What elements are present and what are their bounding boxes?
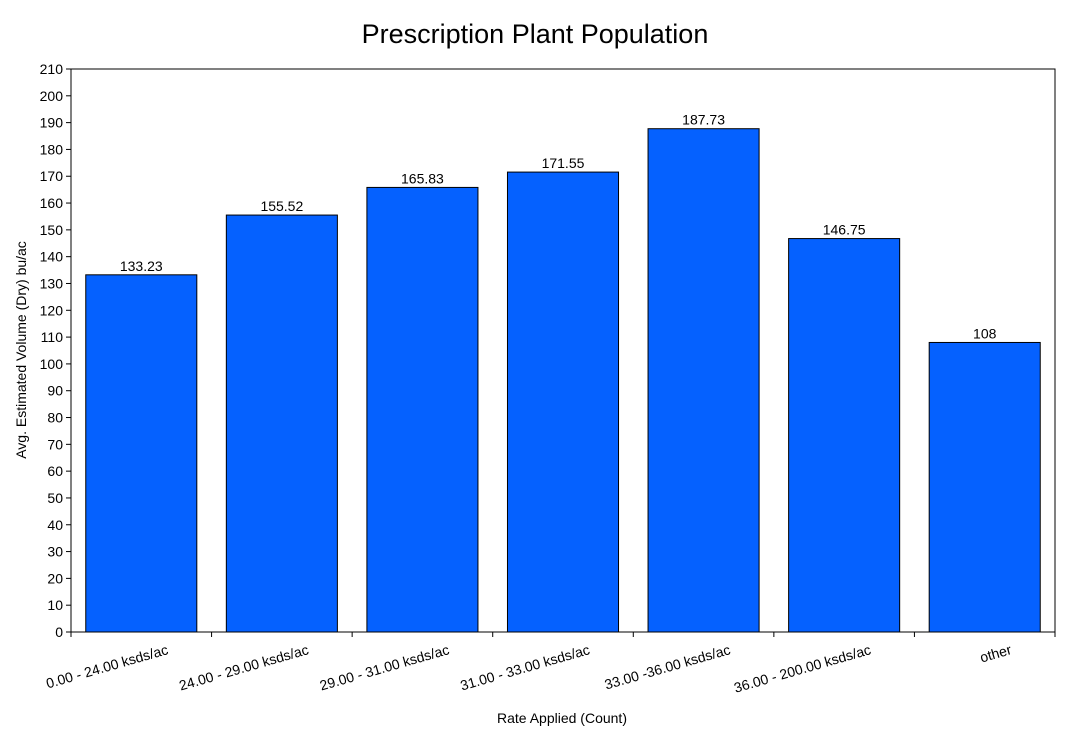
bar-value-label: 187.73 xyxy=(682,112,725,128)
bar-value-label: 108 xyxy=(973,325,997,341)
category-label: 31.00 - 33.00 ksds/ac xyxy=(458,641,591,693)
y-tick-label: 160 xyxy=(40,195,64,211)
bar-value-label: 171.55 xyxy=(542,155,585,171)
bar xyxy=(85,274,198,633)
bar xyxy=(366,186,479,633)
bar-value-label: 146.75 xyxy=(823,222,866,238)
bar-series xyxy=(85,128,1041,633)
x-axis-label: Rate Applied (Count) xyxy=(497,710,627,726)
y-tick-label: 120 xyxy=(40,302,64,318)
y-tick-label: 170 xyxy=(40,168,64,184)
y-tick-label: 70 xyxy=(47,436,63,452)
data-labels: 133.23 155.52 165.83 171.55 187.73 146.75 108 xyxy=(120,112,997,342)
bar-value-label: 165.83 xyxy=(401,170,444,186)
y-tick-label: 130 xyxy=(40,275,64,291)
category-labels: 0.00 - 24.00 ksds/ac 24.00 - 29.00 ksds/a… xyxy=(44,641,1013,696)
category-label: 24.00 - 29.00 ksds/ac xyxy=(177,641,310,693)
y-tick-label: 30 xyxy=(47,544,63,560)
bar xyxy=(225,214,338,633)
category-label: 36.00 - 200.00 ksds/ac xyxy=(732,641,873,695)
category-label: 29.00 - 31.00 ksds/ac xyxy=(318,641,451,693)
bar-value-label: 133.23 xyxy=(120,258,163,274)
y-tick-label: 60 xyxy=(47,463,63,479)
bar-value-label: 155.52 xyxy=(260,198,303,214)
y-tick-label: 20 xyxy=(47,570,63,586)
y-tick-label: 190 xyxy=(40,115,64,131)
y-tick-label: 140 xyxy=(40,249,64,265)
y-axis: 0 10 20 30 40 50 60 70 80 90 100 110 120 130 140 150 160… xyxy=(40,61,71,640)
y-tick-label: 10 xyxy=(47,597,63,613)
y-tick-label: 100 xyxy=(40,356,64,372)
y-tick-label: 90 xyxy=(47,383,63,399)
y-tick-label: 210 xyxy=(40,61,64,77)
y-tick-label: 180 xyxy=(40,141,64,157)
y-tick-label: 200 xyxy=(40,88,64,104)
bar xyxy=(788,238,901,633)
x-axis xyxy=(70,632,1056,637)
category-label: other xyxy=(978,641,1013,665)
y-tick-label: 0 xyxy=(55,624,63,640)
bar xyxy=(506,171,620,633)
y-tick-label: 40 xyxy=(47,517,63,533)
y-tick-label: 110 xyxy=(41,329,64,345)
category-label: 33.00 -36.00 ksds/ac xyxy=(603,641,732,692)
bar xyxy=(647,128,760,633)
bar xyxy=(928,341,1041,633)
chart-title: Prescription Plant Population xyxy=(362,19,709,49)
y-tick-label: 80 xyxy=(47,410,63,426)
category-label: 0.00 - 24.00 ksds/ac xyxy=(44,641,170,691)
y-tick-label: 150 xyxy=(40,222,64,238)
y-tick-label: 50 xyxy=(47,490,63,506)
y-axis-label: Avg. Estimated Volume (Dry) bu/ac xyxy=(13,241,29,459)
